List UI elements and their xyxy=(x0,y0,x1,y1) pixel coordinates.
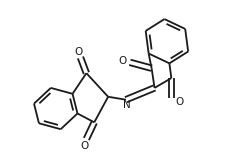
Text: O: O xyxy=(175,97,183,107)
Text: O: O xyxy=(119,56,127,66)
Text: O: O xyxy=(74,47,83,57)
Text: O: O xyxy=(80,141,88,151)
Text: N: N xyxy=(123,100,131,110)
